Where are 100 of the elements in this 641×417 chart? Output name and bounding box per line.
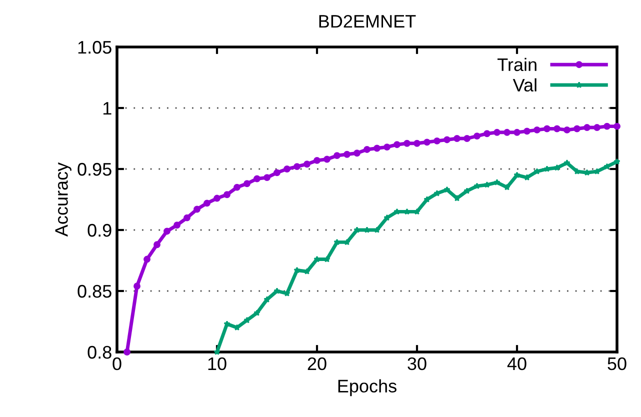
point <box>294 163 300 170</box>
point <box>524 128 530 135</box>
point <box>544 125 550 132</box>
x-tick-label: 30 <box>408 357 426 370</box>
point <box>344 238 350 246</box>
point <box>244 180 250 188</box>
point <box>274 288 280 294</box>
point <box>394 141 400 148</box>
y-tick-label: 0.95 <box>78 162 112 176</box>
legend-label: Val <box>512 78 536 92</box>
point <box>554 125 560 132</box>
point <box>184 214 190 222</box>
point <box>514 172 520 178</box>
point <box>264 296 270 302</box>
point <box>324 256 330 262</box>
point <box>314 156 320 164</box>
point <box>494 178 500 186</box>
point <box>424 138 430 146</box>
point <box>514 128 520 136</box>
point <box>594 168 600 174</box>
point <box>374 226 380 233</box>
point <box>534 126 540 134</box>
point <box>364 226 370 233</box>
point <box>464 135 470 142</box>
point <box>614 158 620 165</box>
point <box>394 208 400 215</box>
point <box>414 140 420 147</box>
point <box>254 309 260 316</box>
point <box>284 166 290 172</box>
y-tick-label: 1 <box>103 102 112 115</box>
point <box>274 169 280 176</box>
point <box>344 150 350 158</box>
point <box>554 164 560 171</box>
point <box>434 137 440 144</box>
point <box>504 128 510 136</box>
point <box>454 135 460 142</box>
point <box>264 174 270 182</box>
point <box>474 182 480 190</box>
y-tick-label: 0.8 <box>88 346 112 359</box>
point <box>354 226 360 233</box>
point <box>204 200 210 207</box>
point <box>474 132 480 140</box>
y-tick-label: 0.9 <box>88 224 112 237</box>
x-tick-label: 20 <box>308 357 326 370</box>
point <box>354 150 360 157</box>
point <box>384 214 390 221</box>
point <box>424 196 430 202</box>
point <box>304 268 310 274</box>
point <box>564 159 570 166</box>
point <box>444 136 450 144</box>
x-tick-label: 50 <box>608 357 626 370</box>
point <box>494 128 500 136</box>
point <box>404 140 410 147</box>
point <box>404 208 410 215</box>
point <box>534 168 540 174</box>
point <box>234 184 240 191</box>
x-tick-label: 10 <box>208 357 226 370</box>
point <box>454 194 460 202</box>
point <box>284 290 290 296</box>
point <box>584 124 590 131</box>
point <box>544 166 550 172</box>
y-axis-title: Accuracy <box>55 162 72 237</box>
legend-label: Train <box>498 58 536 72</box>
point <box>484 130 490 138</box>
point <box>604 122 610 130</box>
x-tick-label: 0 <box>112 357 122 370</box>
point <box>234 324 240 331</box>
point <box>594 124 600 131</box>
point <box>144 256 150 263</box>
y-tick-label: 1.05 <box>78 40 112 54</box>
point <box>614 122 620 130</box>
point <box>414 208 420 215</box>
point <box>574 168 580 174</box>
point <box>384 144 390 151</box>
point <box>504 184 510 190</box>
x-axis-title: Epochs <box>338 379 396 396</box>
point <box>564 126 570 134</box>
y-tick-label: 0.85 <box>78 284 112 298</box>
point <box>304 160 310 168</box>
point <box>244 316 250 324</box>
point <box>194 206 200 213</box>
point <box>314 256 320 262</box>
point <box>584 169 590 176</box>
point <box>434 190 440 196</box>
point <box>334 152 340 160</box>
point <box>224 191 230 198</box>
point <box>294 266 300 274</box>
chart-title: BD2EMNET <box>319 14 416 28</box>
point <box>364 146 370 153</box>
point <box>134 282 140 290</box>
point <box>324 156 330 163</box>
point <box>214 348 220 355</box>
point <box>484 181 490 188</box>
point <box>174 222 180 229</box>
point <box>224 320 230 327</box>
point <box>164 228 170 235</box>
point <box>524 174 530 180</box>
point <box>574 125 580 132</box>
point <box>604 163 610 170</box>
point <box>254 175 260 182</box>
